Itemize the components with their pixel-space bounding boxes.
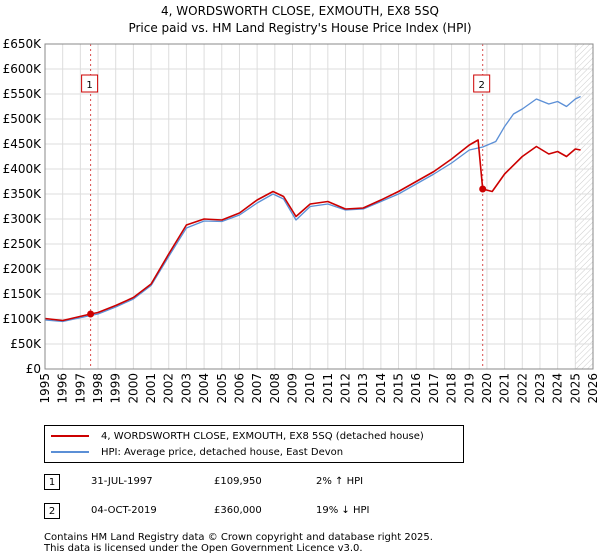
x-tick-label: 2002 [162, 373, 176, 404]
x-tick-label: 1999 [109, 373, 123, 404]
legend-label-property: 4, WORDSWORTH CLOSE, EXMOUTH, EX8 5SQ (d… [101, 430, 424, 442]
legend: 4, WORDSWORTH CLOSE, EXMOUTH, EX8 5SQ (d… [44, 425, 464, 463]
x-tick-label: 2003 [179, 373, 193, 404]
y-tick-label: £600K [3, 62, 43, 76]
legend-swatch-hpi [51, 451, 89, 453]
y-tick-label: £200K [3, 262, 43, 276]
transaction-number-badge: 2 [44, 503, 60, 519]
y-tick-label: £550K [3, 87, 43, 101]
y-tick-label: £300K [3, 212, 43, 226]
transaction-price: £109,950 [214, 476, 262, 487]
plot-frame [44, 43, 594, 370]
sale-marker-label: 1 [86, 80, 92, 91]
x-tick-label: 1998 [91, 373, 105, 404]
y-tick-label: £150K [3, 287, 43, 301]
x-tick-label: 2018 [445, 373, 459, 404]
table-row: 2 04-OCT-2019 £360,000 19% ↓ HPI [44, 503, 464, 521]
transaction-hpi-diff: 2% ↑ HPI [316, 476, 364, 487]
chart-title: 4, WORDSWORTH CLOSE, EXMOUTH, EX8 5SQ [161, 4, 439, 18]
y-tick-label: £650K [3, 37, 43, 51]
y-tick-label: £450K [3, 137, 43, 151]
sale-marker-label: 2 [479, 80, 485, 91]
x-tick-label: 2025 [568, 373, 582, 404]
sale-marker-box [473, 74, 491, 93]
x-tick-label: 1997 [73, 373, 87, 404]
y-tick-label: £400K [3, 162, 43, 176]
sale-marker-box [81, 74, 99, 93]
y-tick-label: £100K [3, 312, 43, 326]
x-tick-label: 1995 [38, 373, 52, 404]
legend-item-property: 4, WORDSWORTH CLOSE, EXMOUTH, EX8 5SQ (d… [51, 429, 424, 443]
x-tick-label: 2006 [232, 373, 246, 404]
transaction-hpi-diff: 19% ↓ HPI [316, 505, 370, 516]
x-tick-label: 2024 [551, 373, 565, 404]
sale-point [479, 185, 487, 193]
x-tick-label: 2026 [586, 373, 600, 404]
x-tick-label: 2014 [374, 373, 388, 404]
x-tick-label: 2007 [250, 373, 264, 404]
x-tick-label: 2010 [303, 373, 317, 404]
x-tick-label: 1996 [56, 373, 70, 404]
table-row: 1 31-JUL-1997 £109,950 2% ↑ HPI [44, 474, 464, 492]
x-tick-label: 2012 [339, 373, 353, 404]
sale-point [87, 310, 95, 318]
y-tick-label: £50K [10, 337, 42, 351]
x-tick-label: 2016 [409, 373, 423, 404]
y-tick-label: £500K [3, 112, 43, 126]
transaction-number-badge: 1 [44, 474, 60, 490]
transaction-price: £360,000 [214, 505, 262, 516]
x-tick-label: 2015 [392, 373, 406, 404]
y-tick-label: £250K [3, 237, 43, 251]
projection-region [575, 44, 593, 369]
x-tick-label: 2023 [533, 373, 547, 404]
x-tick-label: 2022 [515, 373, 529, 404]
transaction-date: 31-JUL-1997 [91, 476, 153, 487]
legend-swatch-property [51, 435, 89, 437]
x-tick-label: 2013 [356, 373, 370, 404]
footer-attribution: Contains HM Land Registry data © Crown c… [44, 532, 433, 554]
legend-label-hpi: HPI: Average price, detached house, East… [101, 446, 344, 458]
x-tick-label: 2009 [285, 373, 299, 404]
x-tick-label: 2017 [427, 373, 441, 404]
legend-item-hpi: HPI: Average price, detached house, East… [51, 445, 343, 459]
x-tick-label: 2001 [144, 373, 158, 404]
plot-area [45, 44, 593, 369]
series-line-property [44, 139, 581, 322]
y-tick-label: £350K [3, 187, 43, 201]
x-tick-label: 2021 [498, 373, 512, 404]
x-tick-label: 2004 [197, 373, 211, 404]
x-tick-label: 2005 [215, 373, 229, 404]
x-tick-label: 2019 [462, 373, 476, 404]
footer-line-1: Contains HM Land Registry data © Crown c… [44, 532, 433, 543]
series-line-hpi [44, 95, 581, 323]
x-tick-label: 2000 [126, 373, 140, 404]
axes: £0 £50K £100K £150K £200K £250K £300K £350K £400… [3, 37, 600, 404]
series-lines [44, 95, 581, 323]
x-tick-label: 2020 [480, 373, 494, 404]
footer-line-2: This data is licensed under the Open Gov… [44, 543, 363, 554]
transaction-date: 04-OCT-2019 [91, 505, 157, 516]
x-tick-label: 2008 [268, 373, 282, 404]
x-tick-label: 2011 [321, 373, 335, 404]
y-tick-label: £0 [26, 362, 41, 376]
chart-subtitle: Price paid vs. HM Land Registry's House … [128, 21, 472, 35]
